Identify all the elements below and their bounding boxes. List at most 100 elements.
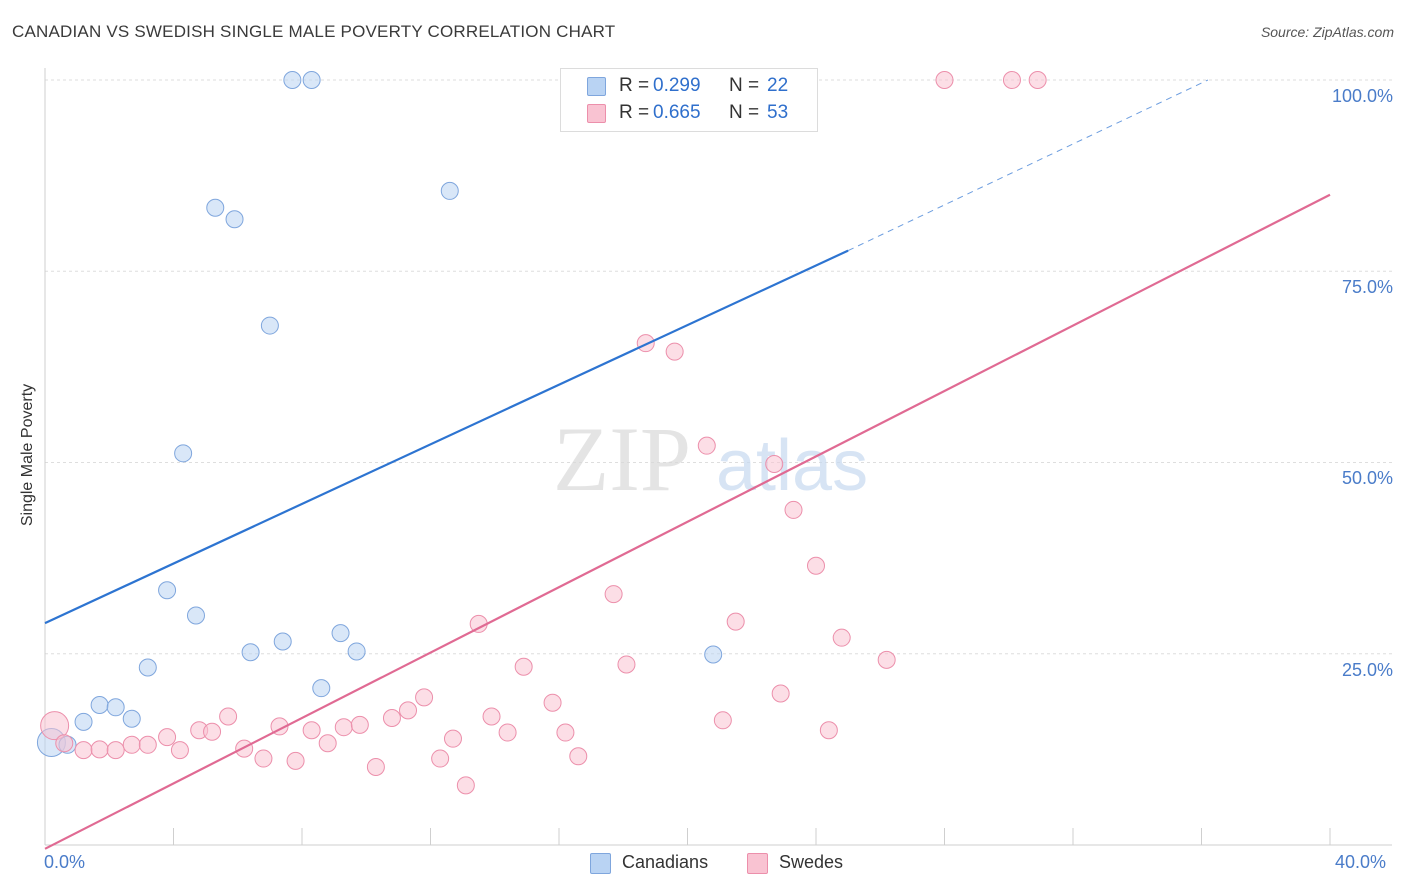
canadians-point	[241, 643, 260, 662]
swedes-point	[219, 707, 238, 726]
swedes-point	[617, 655, 636, 674]
swedes-point	[254, 749, 273, 768]
legend-label: Swedes	[779, 852, 844, 872]
canadians-trendline-extension	[847, 79, 1209, 252]
y-tick-label: 75.0%	[1341, 277, 1393, 297]
n-value: 22	[767, 75, 789, 96]
canadians-point	[440, 181, 459, 200]
swedes-point	[456, 776, 475, 795]
n-label: N =	[729, 102, 760, 123]
swedes-point	[302, 721, 321, 740]
y-tick-label: 50.0%	[1341, 468, 1393, 488]
swedes-point	[713, 711, 732, 730]
r-label: R =	[619, 75, 650, 96]
canadians-point	[312, 679, 331, 698]
swedes-point	[697, 436, 716, 455]
r-value: 0.665	[653, 102, 701, 123]
source-label: Source: ZipAtlas.com	[1260, 24, 1394, 40]
watermark-zip: ZIP	[553, 408, 691, 510]
canadians-point	[186, 606, 205, 625]
r-value: 0.299	[653, 75, 701, 96]
swedes-point	[399, 701, 418, 720]
swedes-point	[482, 707, 501, 726]
swedes-point	[819, 721, 838, 740]
swedes-point	[40, 711, 70, 741]
swedes-point	[106, 741, 125, 760]
gridlines	[45, 79, 1392, 655]
r-label: R =	[619, 102, 650, 123]
swedes-point	[556, 723, 575, 742]
swedes-point	[122, 735, 141, 754]
swedes-point	[498, 723, 517, 742]
swedes-point	[170, 741, 189, 760]
swedes-point	[203, 722, 222, 741]
canadians-point	[302, 71, 321, 89]
n-value: 53	[767, 102, 789, 123]
swedes-point	[415, 688, 434, 707]
canadians-point	[347, 642, 366, 661]
canadians-swatch	[590, 853, 611, 874]
swedes-point	[1002, 71, 1021, 89]
canadians-point	[331, 624, 350, 643]
canadians-point	[225, 210, 244, 229]
canadians-point	[206, 198, 225, 217]
x-tick-label-min: 0.0%	[44, 852, 86, 872]
swedes-swatch	[587, 104, 606, 123]
swedes-point	[604, 585, 623, 604]
swedes-swatch	[747, 853, 768, 874]
canadians-point	[74, 712, 93, 731]
swedes-point	[318, 734, 337, 753]
swedes-point	[1028, 71, 1047, 89]
canadians-point	[122, 709, 141, 728]
swedes-point	[55, 734, 74, 753]
swedes-point	[366, 757, 385, 776]
swedes-point	[665, 342, 684, 361]
swedes-point	[514, 657, 533, 676]
swedes-point	[382, 709, 401, 728]
canadians-point	[106, 698, 125, 717]
canadians-point	[158, 581, 177, 600]
legend-label: Canadians	[622, 852, 709, 872]
swedes-point	[431, 749, 450, 768]
swedes-point	[771, 684, 790, 703]
swedes-point	[138, 735, 157, 754]
swedes-point	[877, 650, 896, 669]
swedes-point	[726, 612, 745, 631]
swedes-point	[765, 455, 784, 474]
watermark-atlas: atlas	[716, 426, 868, 506]
swedes-point	[74, 741, 93, 760]
canadians-point	[283, 71, 302, 89]
swedes-point	[636, 334, 655, 353]
canadians-point	[174, 444, 193, 463]
canadians-swatch	[587, 77, 606, 96]
swedes-point	[935, 71, 954, 89]
correlation-legend: R = 0.299 N = 22 R = 0.665 N = 53	[560, 68, 818, 132]
swedes-point	[807, 556, 825, 575]
swedes-point	[543, 693, 562, 712]
trendlines	[44, 79, 1331, 850]
swedes-trendline	[44, 193, 1331, 850]
canadians-point	[138, 658, 157, 677]
chart-title: CANADIAN VS SWEDISH SINGLE MALE POVERTY …	[12, 22, 616, 41]
canadians-point	[90, 696, 109, 715]
swedes-point	[158, 728, 177, 747]
x-tick-label-max: 40.0%	[1335, 852, 1387, 872]
canadians-point	[273, 632, 292, 651]
swedes-point	[350, 715, 369, 734]
swedes-point	[443, 729, 462, 748]
y-tick-label: 100.0%	[1331, 86, 1393, 106]
y-tick-label: 25.0%	[1341, 660, 1393, 680]
swedes-point	[286, 751, 305, 770]
swedes-point	[784, 500, 803, 519]
swedes-point	[334, 718, 353, 737]
swedes-point	[569, 747, 588, 766]
canadians-point	[704, 645, 723, 664]
canadians-point	[260, 316, 279, 335]
swedes-point	[90, 740, 109, 759]
canadians-trendline	[44, 249, 849, 625]
y-axis-label: Single Male Poverty	[19, 383, 36, 527]
swedes-point	[832, 628, 851, 647]
watermark: ZIP atlas	[553, 408, 868, 510]
n-label: N =	[729, 75, 760, 96]
